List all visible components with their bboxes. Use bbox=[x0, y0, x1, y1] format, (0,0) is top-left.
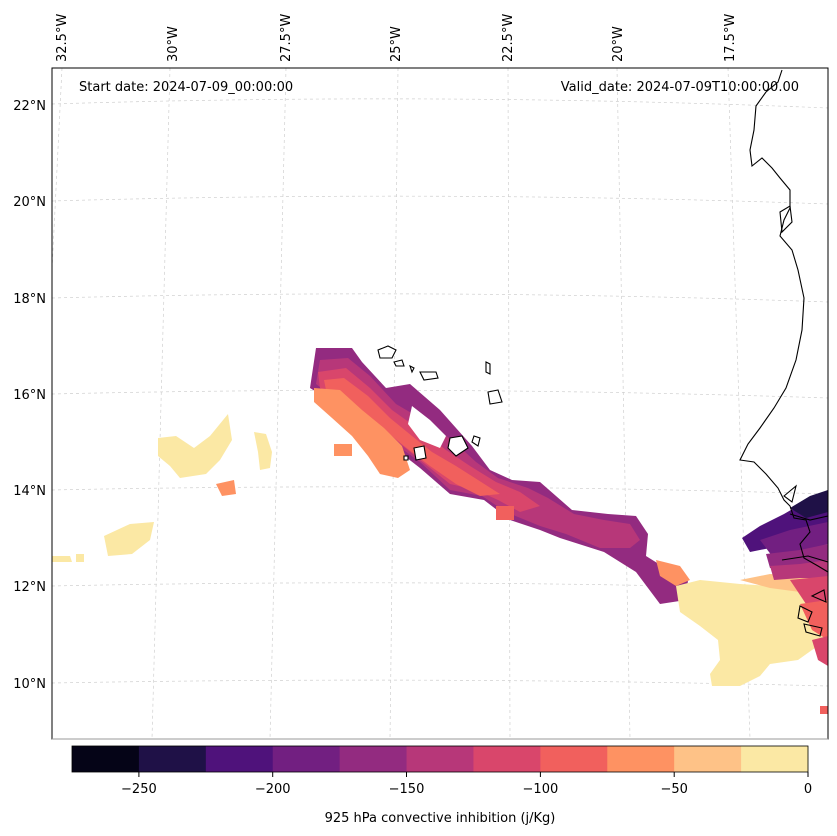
cin-band-salmon bbox=[324, 378, 500, 496]
colorbar-tick-label: −150 bbox=[389, 782, 425, 797]
cin-band-magenta bbox=[316, 358, 640, 548]
colorbar-swatches bbox=[72, 746, 809, 772]
lon-label: 20°W bbox=[611, 26, 626, 62]
colorbar-swatch bbox=[272, 746, 341, 772]
cin-orange-edge-se bbox=[656, 560, 690, 586]
lat-label: 10°N bbox=[13, 677, 46, 692]
colorbar-tick-label: −100 bbox=[523, 782, 559, 797]
lon-axis: 32.5°W 30°W 27.5°W 25°W 22.5°W 20°W 17.5… bbox=[55, 14, 738, 62]
cin-yellow-patch-west2 bbox=[104, 522, 154, 556]
colorbar-swatch bbox=[473, 746, 541, 772]
colorbar-tick-label: 0 bbox=[804, 782, 812, 797]
cin-field bbox=[52, 348, 828, 714]
coastlines bbox=[377, 69, 829, 637]
colorbar: −250 −200 −150 −100 −50 0 925 hPa convec… bbox=[71, 745, 812, 826]
lat-label: 20°N bbox=[13, 195, 46, 210]
colorbar-swatch bbox=[205, 746, 274, 772]
lat-label: 22°N bbox=[13, 99, 46, 114]
map-panel: Start date: 2024-07-09_00:00:00 Valid_da… bbox=[51, 67, 829, 740]
colorbar-tick-label: −50 bbox=[660, 782, 687, 797]
colorbar-tick-label: −250 bbox=[121, 782, 157, 797]
lat-axis: 22°N 20°N 18°N 16°N 14°N 12°N 10°N bbox=[13, 99, 46, 692]
colorbar-swatch bbox=[138, 746, 207, 772]
lat-label: 16°N bbox=[13, 388, 46, 403]
lon-label: 22.5°W bbox=[501, 14, 516, 62]
colorbar-title: 925 hPa convective inhibition (j/Kg) bbox=[325, 811, 556, 826]
cin-band-orange bbox=[314, 388, 410, 478]
colorbar-swatch bbox=[674, 746, 742, 772]
colorbar-tick-label: −200 bbox=[255, 782, 291, 797]
colorbar-swatch bbox=[607, 746, 675, 772]
valid-date-label: Valid_date: 2024-07-09T10:00:00.00 bbox=[561, 80, 799, 95]
lon-label: 32.5°W bbox=[55, 14, 70, 62]
colorbar-swatch bbox=[406, 746, 474, 772]
lat-label: 18°N bbox=[13, 292, 46, 307]
start-date-label: Start date: 2024-07-09_00:00:00 bbox=[79, 80, 293, 95]
lon-label: 25°W bbox=[389, 26, 404, 62]
lat-label: 14°N bbox=[13, 484, 46, 499]
colorbar-swatch bbox=[540, 746, 608, 772]
lon-label: 30°W bbox=[166, 26, 181, 62]
cin-yellow-patch-west1 bbox=[158, 414, 232, 478]
colorbar-swatch bbox=[741, 746, 809, 772]
africa-coastline bbox=[739, 69, 829, 573]
cin-yellow-blob-se bbox=[676, 580, 828, 686]
colorbar-swatch bbox=[339, 746, 408, 772]
lon-label: 17.5°W bbox=[723, 14, 738, 62]
colorbar-ticks bbox=[138, 772, 809, 777]
island-santo-antao bbox=[377, 345, 397, 359]
lat-label: 12°N bbox=[13, 580, 46, 595]
colorbar-swatch bbox=[72, 746, 140, 772]
lon-label: 27.5°W bbox=[279, 14, 294, 62]
